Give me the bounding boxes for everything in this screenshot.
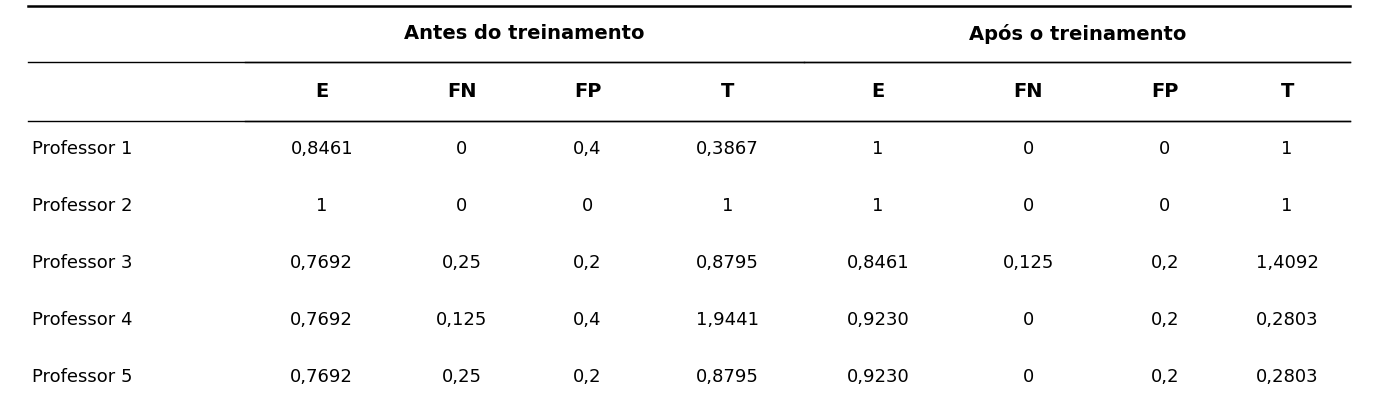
Text: 0,2803: 0,2803 bbox=[1256, 368, 1318, 385]
Text: 0: 0 bbox=[1023, 197, 1034, 215]
Text: 1,9441: 1,9441 bbox=[695, 311, 760, 329]
Text: 0,7692: 0,7692 bbox=[291, 311, 353, 329]
Text: 0,3867: 0,3867 bbox=[697, 141, 758, 158]
Text: 0,2: 0,2 bbox=[1150, 254, 1179, 272]
Text: Professor 1: Professor 1 bbox=[32, 141, 133, 158]
Text: 0: 0 bbox=[582, 197, 593, 215]
Text: 0: 0 bbox=[1023, 368, 1034, 385]
Text: 0,25: 0,25 bbox=[442, 254, 481, 272]
Text: 0,25: 0,25 bbox=[442, 368, 481, 385]
Text: E: E bbox=[872, 82, 884, 101]
Text: 0,7692: 0,7692 bbox=[291, 368, 353, 385]
Text: 1: 1 bbox=[1281, 197, 1293, 215]
Text: 0: 0 bbox=[456, 197, 467, 215]
Text: 0,125: 0,125 bbox=[1003, 254, 1053, 272]
Text: 0,2: 0,2 bbox=[1150, 311, 1179, 329]
Text: 0,8795: 0,8795 bbox=[697, 368, 758, 385]
Text: Professor 2: Professor 2 bbox=[32, 197, 133, 215]
Text: 1: 1 bbox=[1281, 141, 1293, 158]
Text: 0,8461: 0,8461 bbox=[291, 141, 353, 158]
Text: 0: 0 bbox=[1023, 311, 1034, 329]
Text: Professor 4: Professor 4 bbox=[32, 311, 133, 329]
Text: Professor 5: Professor 5 bbox=[32, 368, 133, 385]
Text: 1: 1 bbox=[316, 197, 327, 215]
Text: 0: 0 bbox=[1023, 141, 1034, 158]
Text: 0,9230: 0,9230 bbox=[846, 368, 909, 385]
Text: 0: 0 bbox=[456, 141, 467, 158]
Text: T: T bbox=[720, 82, 734, 101]
Text: 1: 1 bbox=[722, 197, 733, 215]
Text: 0,2: 0,2 bbox=[1150, 368, 1179, 385]
Text: 0,125: 0,125 bbox=[436, 311, 487, 329]
Text: 0,7692: 0,7692 bbox=[291, 254, 353, 272]
Text: 0,4: 0,4 bbox=[574, 311, 602, 329]
Text: 0,9230: 0,9230 bbox=[846, 311, 909, 329]
Text: 0,2: 0,2 bbox=[574, 368, 602, 385]
Text: 0: 0 bbox=[1158, 141, 1171, 158]
Text: 0,8461: 0,8461 bbox=[846, 254, 909, 272]
Text: 1: 1 bbox=[872, 197, 884, 215]
Text: Antes do treinamento: Antes do treinamento bbox=[404, 24, 645, 43]
Text: FN: FN bbox=[1013, 82, 1044, 101]
Text: 1: 1 bbox=[872, 141, 884, 158]
Text: 0,2: 0,2 bbox=[574, 254, 602, 272]
Text: FN: FN bbox=[446, 82, 477, 101]
Text: FP: FP bbox=[574, 82, 602, 101]
Text: 0,2803: 0,2803 bbox=[1256, 311, 1318, 329]
Text: 0: 0 bbox=[1158, 197, 1171, 215]
Text: Professor 3: Professor 3 bbox=[32, 254, 133, 272]
Text: FP: FP bbox=[1151, 82, 1178, 101]
Text: T: T bbox=[1280, 82, 1294, 101]
Text: E: E bbox=[315, 82, 329, 101]
Text: 0,8795: 0,8795 bbox=[697, 254, 758, 272]
Text: 1,4092: 1,4092 bbox=[1256, 254, 1318, 272]
Text: Após o treinamento: Após o treinamento bbox=[968, 24, 1186, 44]
Text: 0,4: 0,4 bbox=[574, 141, 602, 158]
